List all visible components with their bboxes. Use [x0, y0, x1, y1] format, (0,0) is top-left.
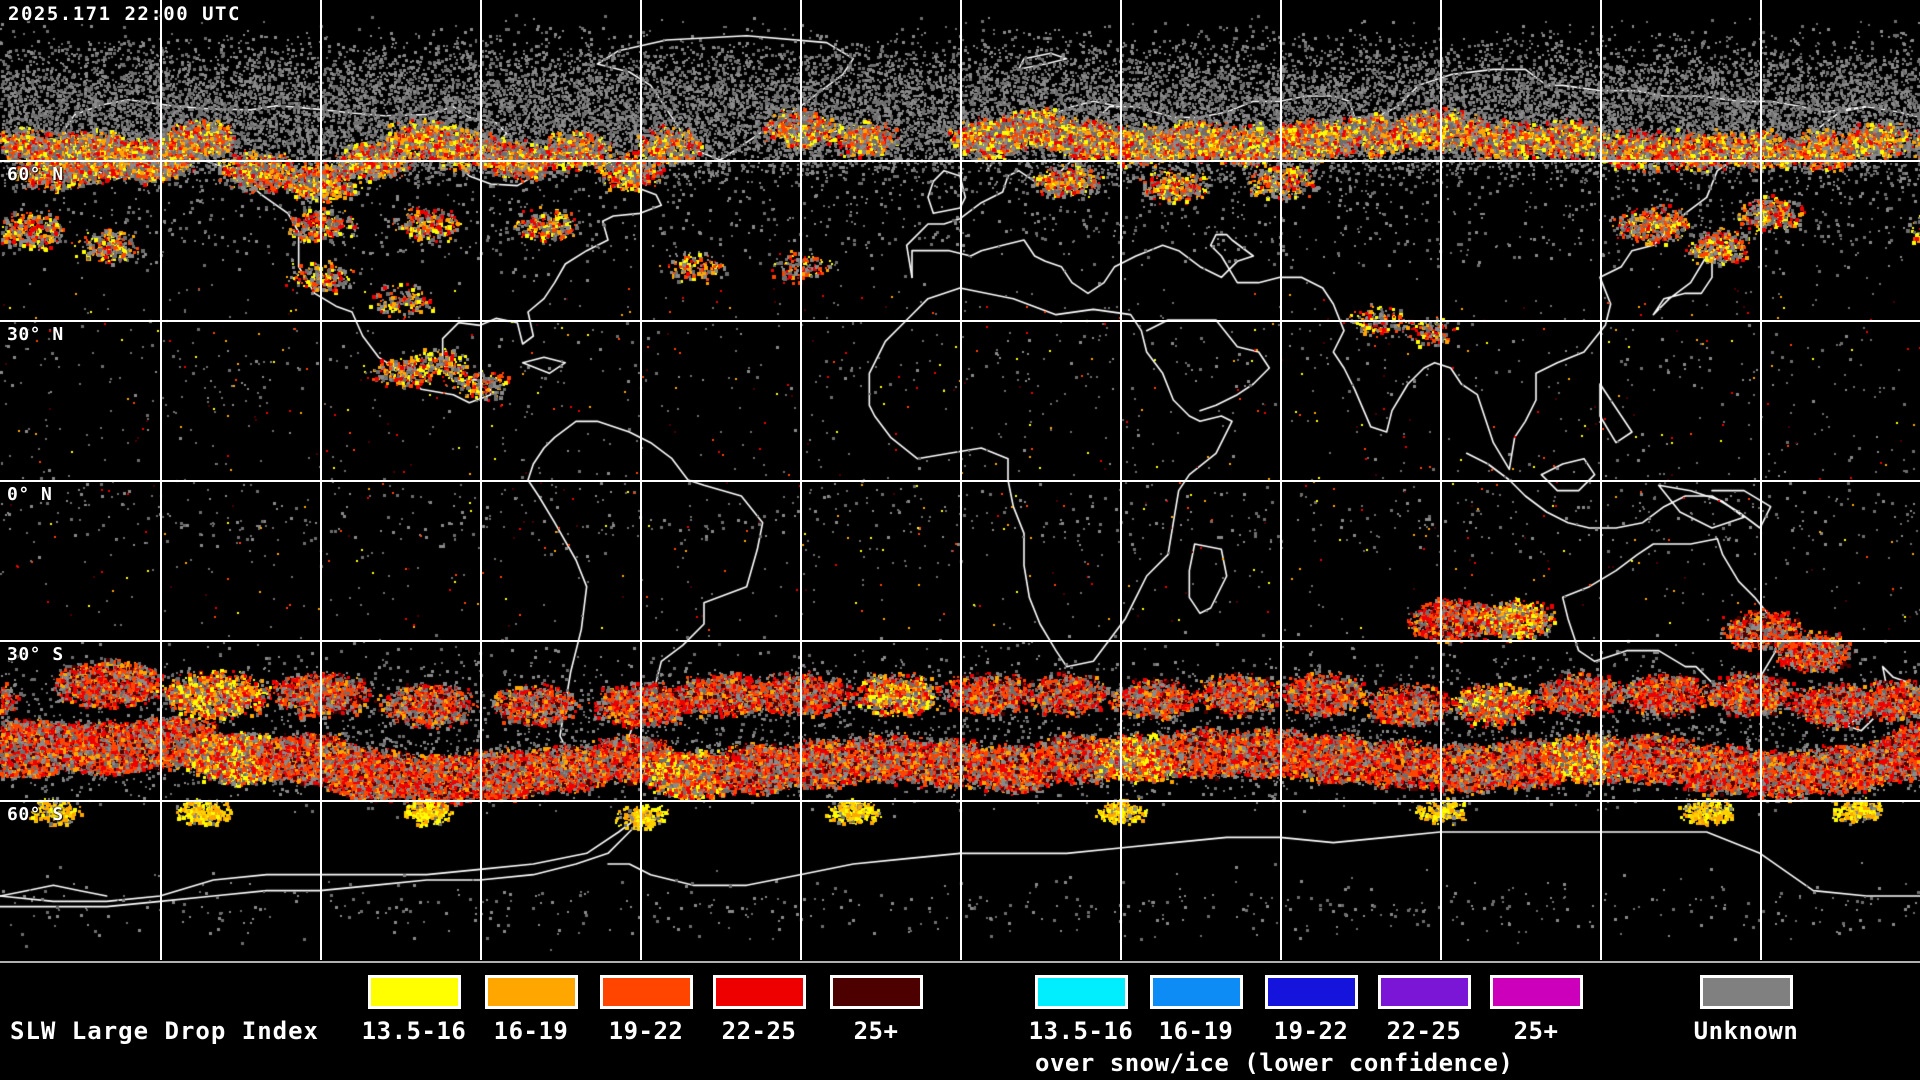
legend-swatch-over-snow-ice-25-[interactable] — [1490, 975, 1583, 1009]
legend-label-over-snow-ice-22-25: 22-25 — [1386, 1017, 1462, 1045]
legend-label-over-snow-ice-25-: 25+ — [1513, 1017, 1559, 1045]
legend-swatch-over-snow-ice-13-5-16[interactable] — [1035, 975, 1128, 1009]
legend-swatch-clear-sky-16-19[interactable] — [485, 975, 578, 1009]
lat-label--30: 30° S — [7, 644, 64, 665]
legend-swatch-clear-sky-13-5-16[interactable] — [368, 975, 461, 1009]
legend-label-clear-sky-22-25: 22-25 — [721, 1017, 797, 1045]
legend-label-clear-sky-16-19: 16-19 — [493, 1017, 569, 1045]
legend-swatch-over-snow-ice-22-25[interactable] — [1378, 975, 1471, 1009]
legend-label-clear-sky-19-22: 19-22 — [608, 1017, 684, 1045]
legend-swatch-clear-sky-19-22[interactable] — [600, 975, 693, 1009]
slw-index-map-canvas[interactable] — [0, 0, 1920, 960]
legend-title: SLW Large Drop Index — [10, 1017, 319, 1045]
snow-ice-caption: over snow/ice (lower confidence) — [1035, 1049, 1514, 1077]
legend-swatch-clear-sky-25-[interactable] — [830, 975, 923, 1009]
lat-label-0: 0° N — [7, 484, 53, 505]
timestamp-label: 2025.171 22:00 UTC — [8, 3, 241, 25]
legend-label-unknown-unknown: Unknown — [1693, 1017, 1799, 1045]
legend-swatch-clear-sky-22-25[interactable] — [713, 975, 806, 1009]
legend-label-over-snow-ice-16-19: 16-19 — [1158, 1017, 1234, 1045]
legend-swatch-unknown-unknown[interactable] — [1700, 975, 1793, 1009]
legend-swatch-over-snow-ice-19-22[interactable] — [1265, 975, 1358, 1009]
legend-panel: SLW Large Drop Index 13.5-16 16-19 19-22 22… — [0, 963, 1920, 1080]
legend-swatch-over-snow-ice-16-19[interactable] — [1150, 975, 1243, 1009]
legend-label-clear-sky-25-: 25+ — [853, 1017, 899, 1045]
lat-label--60: 60° S — [7, 804, 64, 825]
world-map-panel[interactable]: 60° N 30° N 0° N 30° S 60° S 2025.171 22:00 … — [0, 0, 1920, 963]
legend-label-clear-sky-13-5-16: 13.5-16 — [361, 1017, 467, 1045]
lat-label-60: 60° N — [7, 164, 64, 185]
legend-label-over-snow-ice-19-22: 19-22 — [1273, 1017, 1349, 1045]
legend-label-over-snow-ice-13-5-16: 13.5-16 — [1028, 1017, 1134, 1045]
lat-label-30: 30° N — [7, 324, 64, 345]
